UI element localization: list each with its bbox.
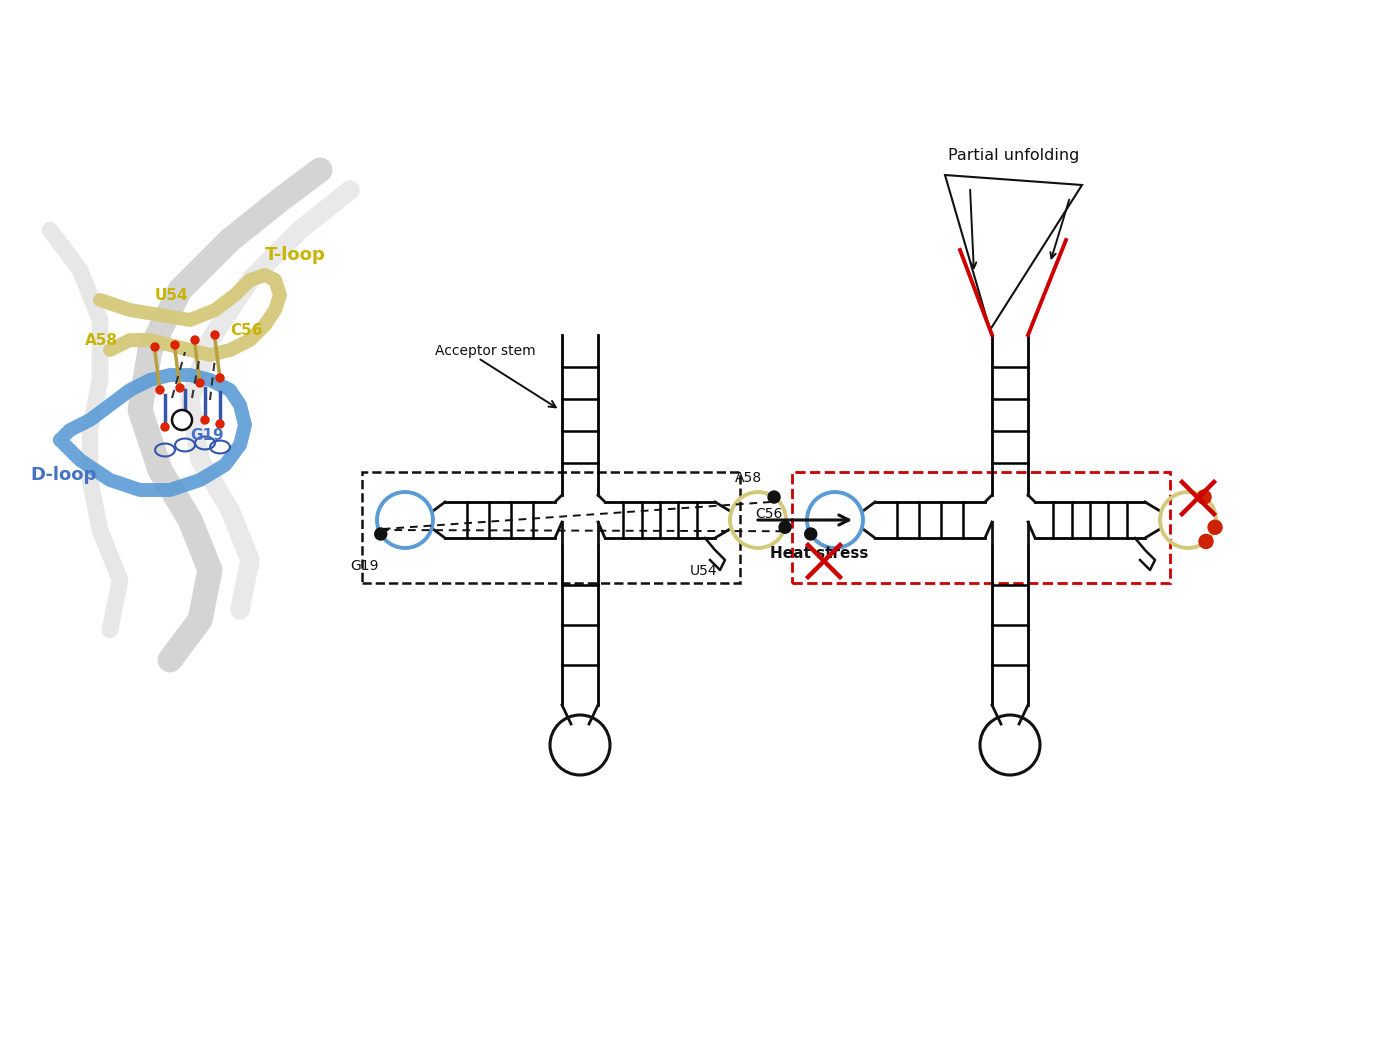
- Circle shape: [181, 418, 189, 426]
- Text: A58: A58: [735, 471, 762, 485]
- Circle shape: [805, 528, 816, 540]
- Text: T-loop: T-loop: [265, 246, 326, 264]
- Bar: [792, 472, 1170, 583]
- Circle shape: [172, 410, 192, 430]
- Text: D-loop: D-loop: [29, 466, 97, 484]
- Text: Acceptor stem: Acceptor stem: [435, 344, 536, 358]
- Circle shape: [778, 521, 791, 533]
- Circle shape: [1198, 534, 1212, 548]
- Text: G19: G19: [190, 428, 224, 443]
- Circle shape: [171, 341, 179, 349]
- Circle shape: [202, 416, 209, 424]
- Text: C56: C56: [755, 507, 783, 521]
- Circle shape: [190, 336, 199, 344]
- Circle shape: [1208, 520, 1222, 534]
- Circle shape: [216, 374, 224, 382]
- Circle shape: [1197, 490, 1211, 504]
- Circle shape: [375, 528, 386, 540]
- Text: C56: C56: [230, 323, 263, 338]
- Circle shape: [161, 423, 169, 430]
- Circle shape: [176, 384, 183, 392]
- Text: Partial unfolding: Partial unfolding: [948, 148, 1079, 163]
- Circle shape: [216, 420, 224, 428]
- Circle shape: [196, 379, 204, 387]
- Circle shape: [769, 491, 780, 503]
- Circle shape: [151, 343, 160, 351]
- Text: G19: G19: [350, 559, 378, 573]
- Circle shape: [155, 386, 164, 394]
- Text: A58: A58: [85, 333, 118, 348]
- Text: U54: U54: [690, 564, 718, 578]
- Text: Heat stress: Heat stress: [770, 546, 868, 561]
- Circle shape: [211, 331, 218, 339]
- Bar: [363, 472, 741, 583]
- Text: U54: U54: [155, 288, 189, 303]
